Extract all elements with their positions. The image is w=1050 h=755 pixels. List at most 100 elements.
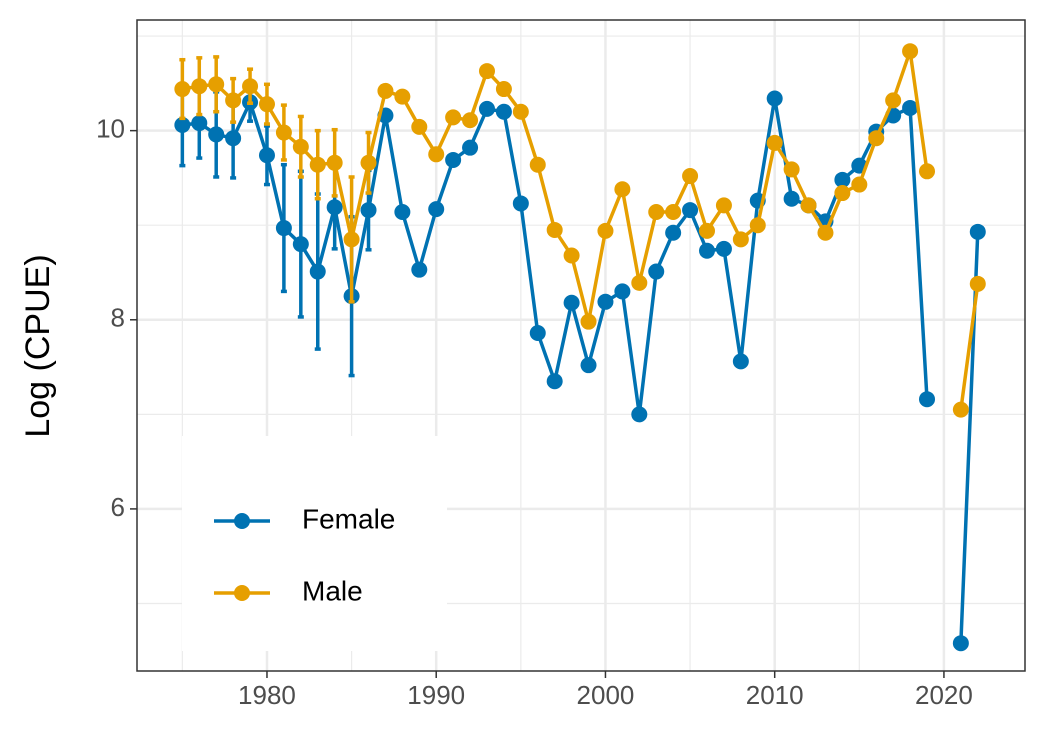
- point: [969, 223, 986, 240]
- point: [800, 197, 817, 214]
- point: [648, 203, 665, 220]
- point: [191, 78, 208, 95]
- point: [919, 163, 936, 180]
- point: [563, 294, 580, 311]
- x-tick-label: 2000: [577, 680, 635, 710]
- x-tick-label: 2010: [746, 680, 804, 710]
- point: [902, 99, 919, 116]
- point: [191, 115, 208, 132]
- point: [360, 202, 377, 219]
- legend-point: [234, 585, 250, 601]
- point: [648, 263, 665, 280]
- legend-label: Female: [302, 503, 395, 534]
- point: [665, 203, 682, 220]
- x-tick-label: 1990: [407, 680, 465, 710]
- point: [275, 220, 292, 237]
- point: [732, 353, 749, 370]
- point: [445, 109, 462, 126]
- point: [478, 100, 495, 117]
- point: [292, 236, 309, 253]
- x-tick-label: 2020: [915, 680, 973, 710]
- point: [969, 275, 986, 292]
- point: [783, 161, 800, 178]
- point: [394, 88, 411, 105]
- y-axis-title: Log (CPUE): [19, 254, 57, 437]
- point: [766, 134, 783, 151]
- point: [343, 231, 360, 248]
- point: [766, 90, 783, 107]
- point: [902, 43, 919, 60]
- point: [512, 195, 529, 212]
- point: [225, 130, 242, 147]
- legend-label: Male: [302, 575, 363, 606]
- point: [817, 224, 834, 241]
- legend-background: [182, 436, 447, 651]
- point: [309, 156, 326, 173]
- point: [732, 231, 749, 248]
- point: [478, 63, 495, 80]
- y-tick-label: 8: [111, 303, 125, 333]
- point: [614, 181, 631, 198]
- point: [698, 222, 715, 239]
- point: [258, 96, 275, 113]
- point: [326, 199, 343, 216]
- point: [580, 357, 597, 374]
- point: [834, 185, 851, 202]
- point: [851, 176, 868, 193]
- point: [749, 217, 766, 234]
- point: [377, 82, 394, 99]
- point: [242, 78, 259, 95]
- point: [631, 406, 648, 423]
- point: [512, 103, 529, 120]
- point: [495, 103, 512, 120]
- point: [952, 401, 969, 418]
- point: [529, 156, 546, 173]
- point: [631, 274, 648, 291]
- point: [208, 126, 225, 143]
- point: [682, 202, 699, 219]
- point: [715, 240, 732, 257]
- point: [174, 81, 191, 98]
- point: [428, 201, 445, 218]
- point: [258, 147, 275, 164]
- point: [919, 391, 936, 408]
- point: [834, 171, 851, 188]
- point: [394, 203, 411, 220]
- y-tick-label: 6: [111, 492, 125, 522]
- point: [597, 293, 614, 310]
- x-tick-label: 1980: [238, 680, 296, 710]
- point: [952, 635, 969, 652]
- point: [563, 247, 580, 264]
- point: [495, 81, 512, 98]
- point: [462, 139, 479, 156]
- point: [546, 221, 563, 238]
- point: [208, 76, 225, 93]
- point: [445, 151, 462, 168]
- point: [292, 138, 309, 155]
- point: [529, 325, 546, 342]
- point: [225, 92, 242, 109]
- point: [885, 92, 902, 109]
- legend-point: [234, 513, 250, 529]
- point: [597, 222, 614, 239]
- point: [428, 146, 445, 163]
- point: [326, 154, 343, 171]
- point: [868, 130, 885, 147]
- point: [275, 124, 292, 141]
- point: [174, 116, 191, 133]
- point: [614, 283, 631, 300]
- point: [580, 313, 597, 330]
- point: [715, 197, 732, 214]
- point: [309, 263, 326, 280]
- panel-border: [136, 19, 1026, 672]
- point: [411, 118, 428, 135]
- point: [698, 242, 715, 259]
- point: [665, 224, 682, 241]
- point: [360, 154, 377, 171]
- point: [411, 261, 428, 278]
- point: [783, 190, 800, 207]
- point: [546, 373, 563, 390]
- point: [462, 112, 479, 129]
